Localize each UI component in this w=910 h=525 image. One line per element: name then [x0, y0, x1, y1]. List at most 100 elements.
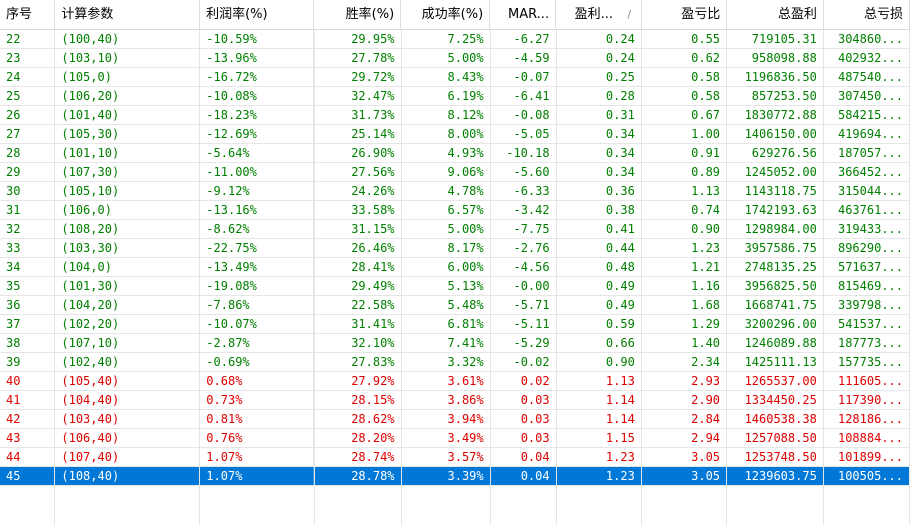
row-id-cell: 35 — [0, 277, 56, 295]
table-row[interactable]: 37 (102,20) -10.07% 31.41% 6.81% -5.11 0.59 1.2… — [0, 315, 910, 334]
row-total-loss-cell: 304860... — [824, 30, 910, 48]
table-row[interactable]: 40 (105,40) 0.68% 27.92% 3.61% 0.02 1.13 2.93 12… — [0, 372, 910, 391]
row-success-rate-cell: 7.25% — [402, 30, 491, 48]
table-row[interactable]: 25 (106,20) -10.08% 32.47% 6.19% -6.41 0.28 0.5… — [0, 87, 910, 106]
row-id-cell: 36 — [0, 296, 56, 314]
row-success-rate-cell: 6.19% — [402, 87, 491, 105]
row-mar-cell: -10.18 — [491, 144, 557, 162]
column-header-profit[interactable]: 盈利... / — [556, 0, 643, 30]
row-total-profit-cell: 1742193.63 — [727, 201, 824, 219]
row-mar-cell: -3.42 — [491, 201, 557, 219]
row-success-rate-cell: 5.48% — [402, 296, 491, 314]
column-header-mar[interactable]: MAR... — [490, 0, 557, 30]
row-success-rate-cell: 3.86% — [402, 391, 491, 409]
table-row[interactable]: 26 (101,40) -18.23% 31.73% 8.12% -0.08 0.31 0.6… — [0, 106, 910, 125]
row-total-loss-cell: 402932... — [824, 49, 910, 67]
row-profit-rate-cell: -10.59% — [200, 30, 315, 48]
column-header-success-rate[interactable]: 成功率(%) — [401, 0, 491, 30]
row-mar-cell: -5.60 — [491, 163, 557, 181]
table-row[interactable]: 31 (106,0) -13.16% 33.58% 6.57% -3.42 0.38 0.74… — [0, 201, 910, 220]
row-profit-cell: 0.48 — [557, 258, 642, 276]
row-total-profit-cell: 1298984.00 — [727, 220, 824, 238]
table-row[interactable]: 39 (102,40) -0.69% 27.83% 3.32% -0.02 0.90 2.34… — [0, 353, 910, 372]
table-row[interactable]: 27 (105,30) -12.69% 25.14% 8.00% -5.05 0.34 1.0… — [0, 125, 910, 144]
table-row[interactable]: 45 (108,40) 1.07% 28.78% 3.39% 0.04 1.23 3.05 12… — [0, 467, 910, 486]
row-param-cell: (107,10) — [55, 334, 201, 352]
row-param-cell: (102,40) — [55, 353, 201, 371]
row-param-cell: (104,0) — [55, 258, 201, 276]
row-total-profit-cell: 1143118.75 — [727, 182, 824, 200]
table-row[interactable]: 29 (107,30) -11.00% 27.56% 9.06% -5.60 0.34 0.8… — [0, 163, 910, 182]
row-mar-cell: 0.04 — [491, 467, 557, 485]
row-param-cell: (107,40) — [55, 448, 201, 466]
table-row[interactable]: 34 (104,0) -13.49% 28.41% 6.00% -4.56 0.48 1.21… — [0, 258, 910, 277]
row-win-rate-cell: 28.78% — [314, 467, 402, 485]
row-success-rate-cell: 7.41% — [402, 334, 491, 352]
table-row[interactable]: 35 (101,30) -19.08% 29.49% 5.13% -0.00 0.49 1.1… — [0, 277, 910, 296]
row-win-rate-cell: 28.20% — [314, 429, 402, 447]
row-param-cell: (105,10) — [55, 182, 201, 200]
row-mar-cell: -6.27 — [491, 30, 557, 48]
column-header-id[interactable]: 序号 — [0, 0, 56, 30]
table-row[interactable]: 33 (103,30) -22.75% 26.46% 8.17% -2.76 0.44 1.2… — [0, 239, 910, 258]
row-win-rate-cell: 27.78% — [314, 49, 402, 67]
column-header-profit-rate[interactable]: 利润率(%) — [200, 0, 315, 30]
row-success-rate-cell: 3.57% — [402, 448, 491, 466]
row-total-profit-cell: 1239603.75 — [727, 467, 824, 485]
row-total-loss-cell: 187773... — [824, 334, 910, 352]
column-header-total-profit[interactable]: 总盈利 — [727, 0, 824, 30]
row-profit-rate-cell: -13.96% — [200, 49, 315, 67]
column-header-pl-ratio[interactable]: 盈亏比 — [642, 0, 728, 30]
row-total-loss-cell: 366452... — [824, 163, 910, 181]
row-success-rate-cell: 5.00% — [402, 220, 491, 238]
table-row[interactable]: 23 (103,10) -13.96% 27.78% 5.00% -4.59 0.24 0.6… — [0, 49, 910, 68]
table-row[interactable]: 28 (101,10) -5.64% 26.90% 4.93% -10.18 0.34 0.9… — [0, 144, 910, 163]
column-header-total-loss[interactable]: 总亏损 — [824, 0, 910, 30]
row-total-loss-cell: 111605... — [824, 372, 910, 390]
table-row[interactable]: 24 (105,0) -16.72% 29.72% 8.43% -0.07 0.25 0.58… — [0, 68, 910, 87]
table-row[interactable]: 43 (106,40) 0.76% 28.20% 3.49% 0.03 1.15 2.94 12… — [0, 429, 910, 448]
row-profit-rate-cell: -13.16% — [200, 201, 315, 219]
row-win-rate-cell: 22.58% — [314, 296, 402, 314]
row-total-loss-cell: 128186... — [824, 410, 910, 428]
table-row[interactable]: 36 (104,20) -7.86% 22.58% 5.48% -5.71 0.49 1.68… — [0, 296, 910, 315]
table-row[interactable]: 44 (107,40) 1.07% 28.74% 3.57% 0.04 1.23 3.05 12… — [0, 448, 910, 467]
row-win-rate-cell: 31.73% — [314, 106, 402, 124]
row-win-rate-cell: 24.26% — [314, 182, 402, 200]
row-pl-ratio-cell: 1.68 — [642, 296, 728, 314]
table-row[interactable]: 42 (103,40) 0.81% 28.62% 3.94% 0.03 1.14 2.84 14… — [0, 410, 910, 429]
table-row[interactable]: 30 (105,10) -9.12% 24.26% 4.78% -6.33 0.36 1.13… — [0, 182, 910, 201]
row-mar-cell: -7.75 — [491, 220, 557, 238]
row-id-cell: 28 — [0, 144, 56, 162]
table-row[interactable]: 32 (108,20) -8.62% 31.15% 5.00% -7.75 0.41 0.90… — [0, 220, 910, 239]
table-row[interactable]: 38 (107,10) -2.87% 32.10% 7.41% -5.29 0.66 1.40… — [0, 334, 910, 353]
row-id-cell: 45 — [0, 467, 56, 485]
row-pl-ratio-cell: 1.40 — [642, 334, 728, 352]
row-total-profit-cell: 1460538.38 — [727, 410, 824, 428]
column-header-param[interactable]: 计算参数 — [55, 0, 201, 30]
column-header-win-rate[interactable]: 胜率(%) — [314, 0, 402, 30]
row-param-cell: (101,10) — [55, 144, 201, 162]
row-total-profit-cell: 1253748.50 — [727, 448, 824, 466]
row-total-profit-cell: 1245052.00 — [727, 163, 824, 181]
row-pl-ratio-cell: 3.05 — [642, 467, 728, 485]
row-profit-cell: 0.34 — [557, 125, 642, 143]
row-param-cell: (103,10) — [55, 49, 201, 67]
row-profit-rate-cell: 1.07% — [200, 448, 315, 466]
row-profit-cell: 0.34 — [557, 144, 642, 162]
row-mar-cell: -5.11 — [491, 315, 557, 333]
row-id-cell: 29 — [0, 163, 56, 181]
row-mar-cell: 0.03 — [491, 429, 557, 447]
row-total-profit-cell: 719105.31 — [727, 30, 824, 48]
row-win-rate-cell: 26.90% — [314, 144, 402, 162]
table-row[interactable]: 41 (104,40) 0.73% 28.15% 3.86% 0.03 1.14 2.90 13… — [0, 391, 910, 410]
row-mar-cell: 0.04 — [491, 448, 557, 466]
table-row[interactable]: 22 (100,40) -10.59% 29.95% 7.25% -6.27 0.24 0.5… — [0, 30, 910, 49]
row-param-cell: (103,40) — [55, 410, 201, 428]
row-total-profit-cell: 3957586.75 — [727, 239, 824, 257]
row-total-loss-cell: 108884... — [824, 429, 910, 447]
row-profit-rate-cell: 0.73% — [200, 391, 315, 409]
row-profit-cell: 0.28 — [557, 87, 642, 105]
row-mar-cell: -6.33 — [491, 182, 557, 200]
